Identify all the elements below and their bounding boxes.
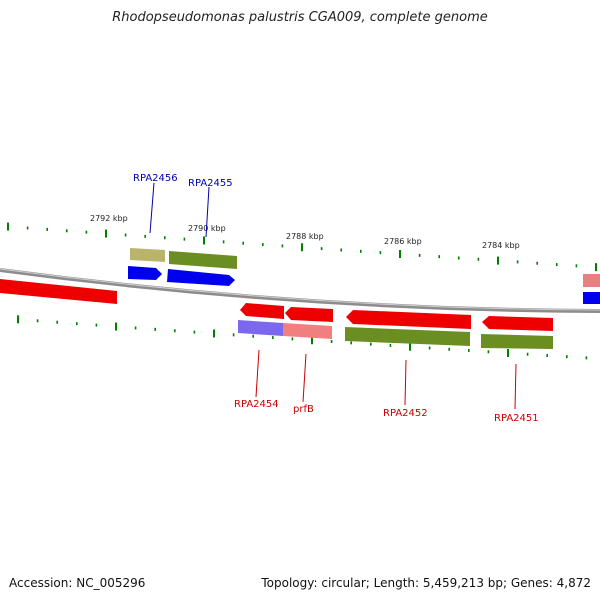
scale-label: 2788 kbp <box>286 232 324 241</box>
gene-label-rpa2452[interactable]: RPA2452 <box>383 408 428 419</box>
scale-ticks-top <box>7 222 597 272</box>
genome-title: Rhodopseudomonas palustris CGA009, compl… <box>112 10 488 25</box>
genome-backbone <box>0 268 600 313</box>
gene-prfb-cds[interactable] <box>283 323 332 339</box>
leader-line-rpa2451 <box>514 363 517 410</box>
scale-label: 2784 kbp <box>482 241 520 250</box>
genome-backbone-highlight <box>0 268 600 311</box>
gene-rpa2456-cds[interactable] <box>128 266 162 280</box>
genome-summary: Topology: circular; Length: 5,459,213 bp… <box>261 576 591 590</box>
scale-label: 2792 kbp <box>90 214 128 223</box>
leader-line-rpa2455 <box>205 186 210 238</box>
gene-label-rpa2454[interactable]: RPA2454 <box>234 399 279 410</box>
gene-rpa2454-cds[interactable] <box>238 320 283 336</box>
scale-ticks-bottom <box>17 315 588 360</box>
gene-prfb-outer[interactable] <box>285 307 333 322</box>
accession-text: Accession: NC_005296 <box>9 576 146 590</box>
leader-line-rpa2456 <box>149 182 155 234</box>
scale-label: 2786 kbp <box>384 237 422 246</box>
gene-rpa2452-outer[interactable] <box>346 310 471 329</box>
leader-line-prfb <box>302 353 307 403</box>
gene-rpa2456-outer[interactable] <box>130 248 165 262</box>
gene-left-edge[interactable] <box>0 279 117 304</box>
leader-line-rpa2454 <box>255 349 260 398</box>
gene-label-prfb[interactable]: prfB <box>293 404 314 415</box>
gene-label-rpa2455[interactable]: RPA2455 <box>188 178 233 189</box>
gene-rpa2451-cds[interactable] <box>481 334 553 349</box>
gene-label-rpa2451[interactable]: RPA2451 <box>494 413 539 424</box>
gene-rpa2455-cds[interactable] <box>167 269 235 286</box>
gene-rpa2454-outer[interactable] <box>240 303 284 319</box>
gene-right-edge-top[interactable] <box>583 274 600 287</box>
gene-rpa2455-outer[interactable] <box>169 251 237 269</box>
leader-line-rpa2452 <box>404 359 407 406</box>
gene-rpa2452-cds[interactable] <box>345 327 470 346</box>
gene-label-rpa2456[interactable]: RPA2456 <box>133 173 178 184</box>
gene-rpa2451-outer[interactable] <box>482 316 553 331</box>
gene-right-edge-cds[interactable] <box>583 292 600 304</box>
